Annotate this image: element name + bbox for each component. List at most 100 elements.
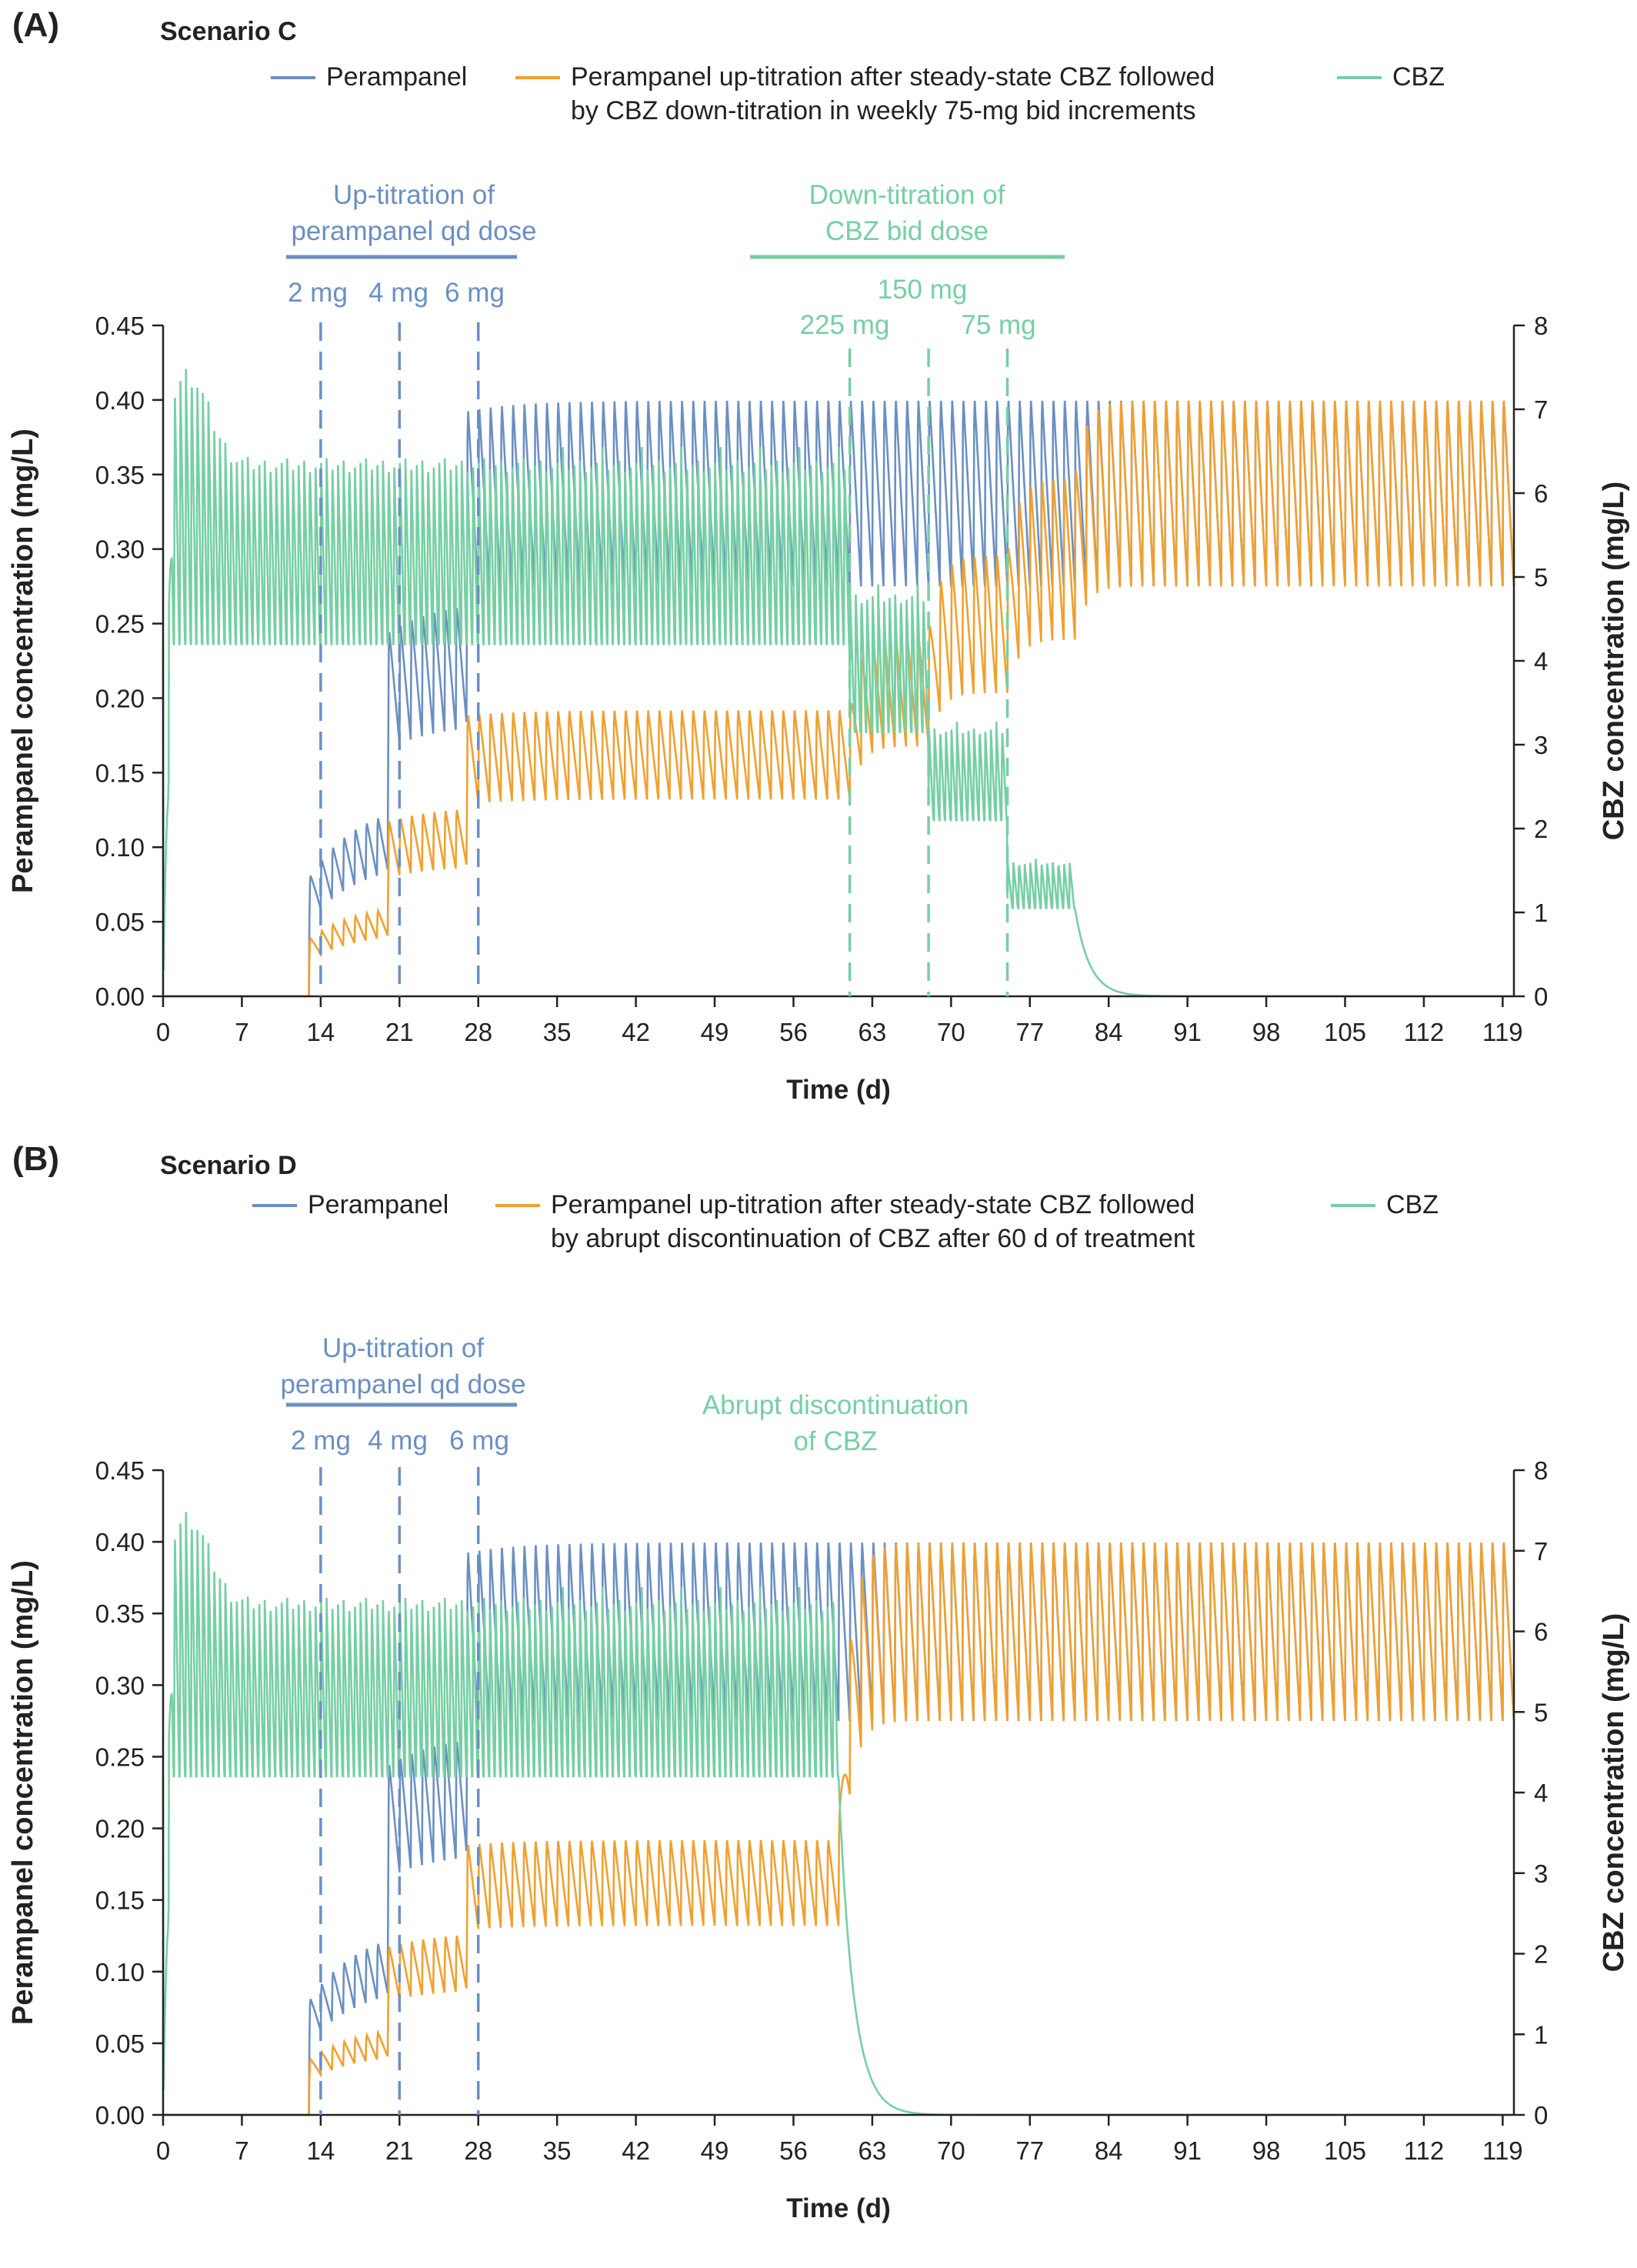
dose-label: 2 mg [291, 1426, 351, 1456]
legend-swatch [1337, 76, 1382, 79]
legend-label: Perampanel up-titration after steady-sta… [571, 62, 1215, 125]
y-tick-label: 0.10 [95, 833, 145, 862]
y2-tick-label: 1 [1534, 899, 1548, 927]
x-tick-label: 91 [1173, 1018, 1202, 1046]
x-tick-label: 49 [701, 2136, 729, 2165]
series-group [162, 1512, 1515, 2116]
series-group [162, 369, 1515, 998]
dose-label: 4 mg [368, 1426, 428, 1456]
dose-label: 6 mg [445, 278, 505, 308]
x-tick-label: 112 [1404, 1018, 1445, 1046]
x-tick-label: 42 [622, 2136, 650, 2165]
panel-letter: (B) [12, 1140, 60, 1178]
x-tick-label: 49 [701, 1018, 729, 1046]
chart-plot: 0 7 14 21 28 35 42 49 56 63 70 77 84 91 98 105 112 1190.0… [7, 1333, 1630, 2223]
y-tick-label: 0.05 [95, 908, 145, 936]
y-tick-label: 0.45 [95, 312, 145, 340]
annotation-label: of CBZ [794, 1426, 878, 1456]
legend-item-combo: Perampanel up-titration after steady-sta… [495, 1188, 1195, 1256]
dose-label: 225 mg [800, 310, 890, 340]
x-tick-label: 14 [307, 1018, 335, 1046]
legend-label: Perampanel [308, 1190, 449, 1219]
x-tick-label: 105 [1324, 2136, 1366, 2165]
y-tick-label: 0.30 [95, 535, 145, 564]
scenario-title: Scenario C [160, 17, 297, 46]
legend-swatch [271, 76, 315, 79]
y-tick-label: 0.05 [95, 2030, 145, 2058]
x-tick-label: 98 [1252, 1018, 1281, 1046]
x-tick-label: 56 [779, 2136, 808, 2165]
y-tick-label: 0.20 [95, 684, 145, 712]
series-line-combo [163, 1543, 1515, 2116]
x-tick-label: 63 [859, 1018, 887, 1046]
x-axis-label: Time (d) [786, 1075, 890, 1105]
annotation-label: Down-titration of [809, 180, 1005, 210]
x-tick-label: 42 [622, 1018, 650, 1046]
y2-tick-label: 6 [1534, 479, 1548, 508]
x-axis-label: Time (d) [786, 2193, 890, 2223]
dose-label: 2 mg [288, 278, 348, 308]
y2-tick-label: 4 [1534, 647, 1548, 675]
y-tick-label: 0.15 [95, 1886, 145, 1915]
x-tick-label: 112 [1404, 2136, 1445, 2165]
legend: Perampanel Perampanel up-titration after… [0, 54, 1637, 138]
legend-item-perampanel: Perampanel [271, 60, 467, 94]
y-tick-label: 0.00 [95, 2101, 145, 2130]
y2-tick-label: 1 [1534, 2020, 1548, 2049]
x-tick-label: 35 [543, 2136, 572, 2165]
y-axis-label: Perampanel concentration (mg/L) [7, 429, 39, 893]
annotation-label: Up-titration of [333, 180, 495, 210]
dose-label: 75 mg [961, 310, 1035, 340]
legend-label: CBZ [1392, 62, 1445, 92]
x-tick-label: 91 [1173, 2136, 1202, 2165]
y2-tick-label: 7 [1534, 395, 1548, 424]
y2-tick-label: 6 [1534, 1618, 1548, 1646]
legend-label: Perampanel [326, 62, 468, 92]
panel-a: (A) Scenario C Perampanel Perampanel up-… [0, 6, 1637, 1105]
y2-axis-label: CBZ concentration (mg/L) [1598, 1613, 1630, 1973]
x-tick-label: 98 [1252, 2136, 1281, 2165]
y2-tick-label: 2 [1534, 815, 1548, 843]
scenario-title: Scenario D [160, 1151, 297, 1180]
x-tick-label: 7 [235, 2136, 248, 2165]
y2-tick-label: 4 [1534, 1779, 1548, 1807]
dose-label: 150 mg [878, 275, 968, 305]
y-tick-label: 0.40 [95, 1528, 145, 1556]
x-tick-label: 119 [1482, 1018, 1523, 1046]
y2-tick-label: 8 [1534, 312, 1548, 340]
x-tick-label: 77 [1015, 1018, 1044, 1046]
chart-plot: 0 7 14 21 28 35 42 49 56 63 70 77 84 91 98 105 112 1190.0… [7, 180, 1630, 1105]
x-tick-label: 0 [156, 1018, 170, 1046]
x-tick-label: 28 [464, 2136, 492, 2165]
y-tick-label: 0.30 [95, 1671, 145, 1699]
y-tick-label: 0.10 [95, 1958, 145, 1986]
y2-tick-label: 2 [1534, 1940, 1548, 1969]
y2-axis-label: CBZ concentration (mg/L) [1598, 482, 1630, 841]
legend-item-combo: Perampanel up-titration after steady-sta… [515, 60, 1215, 128]
x-tick-label: 77 [1015, 2136, 1044, 2165]
y2-tick-label: 8 [1534, 1456, 1548, 1485]
dose-label: 4 mg [368, 278, 428, 308]
y-tick-label: 0.40 [95, 386, 145, 415]
y-tick-label: 0.25 [95, 1743, 145, 1771]
annotation-label: perampanel qd dose [291, 216, 536, 246]
x-tick-label: 105 [1324, 1018, 1366, 1046]
x-tick-label: 63 [859, 2136, 887, 2165]
legend-swatch [495, 1204, 540, 1207]
annotation-label: CBZ bid dose [825, 216, 989, 246]
y2-tick-label: 0 [1534, 2101, 1548, 2130]
legend-item-cbz: CBZ [1337, 60, 1445, 94]
dose-label: 6 mg [449, 1426, 509, 1456]
x-tick-label: 14 [307, 2136, 335, 2165]
y2-tick-label: 5 [1534, 563, 1548, 592]
legend-swatch [1331, 1204, 1375, 1207]
y-tick-label: 0.15 [95, 759, 145, 787]
legend-item-cbz: CBZ [1331, 1188, 1439, 1222]
legend-item-perampanel: Perampanel [252, 1188, 448, 1222]
y2-tick-label: 0 [1534, 982, 1548, 1011]
y-tick-label: 0.00 [95, 982, 145, 1011]
series-line-combo [163, 400, 1515, 998]
x-tick-label: 56 [779, 1018, 808, 1046]
annotation-label: perampanel qd dose [280, 1369, 525, 1399]
x-tick-label: 84 [1095, 1018, 1123, 1046]
